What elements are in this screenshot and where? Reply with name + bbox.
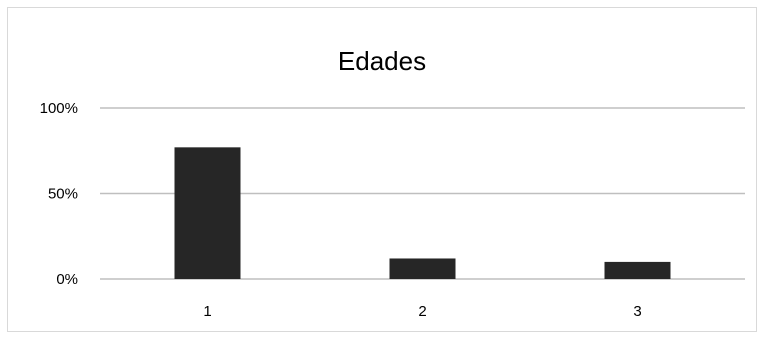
x-axis-ticks: 1 2 3 bbox=[203, 303, 641, 320]
bar-3 bbox=[604, 261, 671, 279]
x-tick-label: 2 bbox=[418, 303, 426, 320]
x-tick-label: 3 bbox=[633, 303, 641, 320]
chart-title: Edades bbox=[337, 46, 427, 76]
y-tick-label: 100% bbox=[40, 100, 78, 117]
y-tick-label: 50% bbox=[48, 186, 78, 203]
chart-frame: Edades bbox=[7, 7, 757, 332]
y-tick-label: 0% bbox=[56, 271, 78, 288]
y-axis-ticks: 0% 50% 100% bbox=[40, 100, 78, 288]
bar-2 bbox=[389, 258, 456, 279]
bar-1 bbox=[174, 147, 241, 279]
x-tick-label: 1 bbox=[203, 303, 211, 320]
bars bbox=[174, 147, 671, 279]
